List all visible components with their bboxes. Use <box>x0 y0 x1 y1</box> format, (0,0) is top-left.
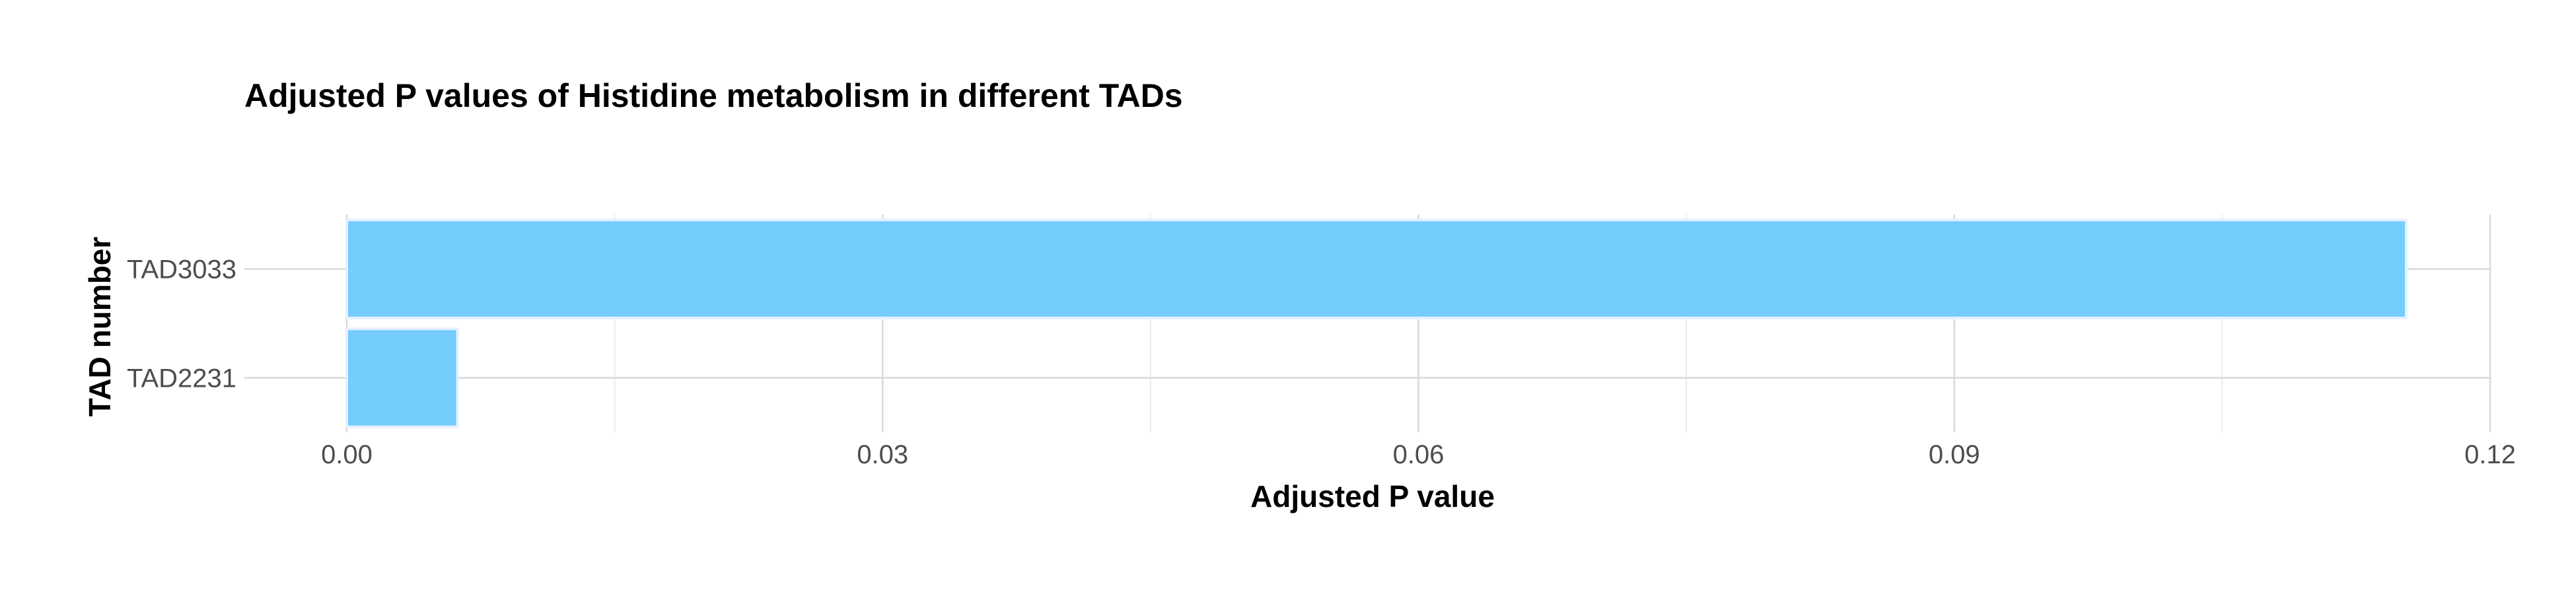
x-tick-label: 0.00 <box>321 440 373 469</box>
bar-tad3033 <box>345 218 2408 319</box>
y-tick-label: TAD3033 <box>127 255 236 284</box>
x-tick-label: 0.09 <box>1929 440 1980 469</box>
y-tick-labels: TAD3033 TAD2231 <box>127 255 236 393</box>
x-tick-labels: 0.00 0.03 0.06 0.09 0.12 <box>321 440 2516 469</box>
bars <box>345 218 2408 428</box>
bar-tad2231 <box>345 327 459 428</box>
x-tick-label: 0.12 <box>2464 440 2516 469</box>
x-tick-label: 0.03 <box>857 440 908 469</box>
x-axis-title: Adjusted P value <box>1250 479 1495 513</box>
y-axis-title: TAD number <box>83 237 117 417</box>
x-tick-label: 0.06 <box>1393 440 1445 469</box>
y-tick-label: TAD2231 <box>127 364 236 393</box>
chart-title: Adjusted P values of Histidine metabolis… <box>244 77 1183 114</box>
